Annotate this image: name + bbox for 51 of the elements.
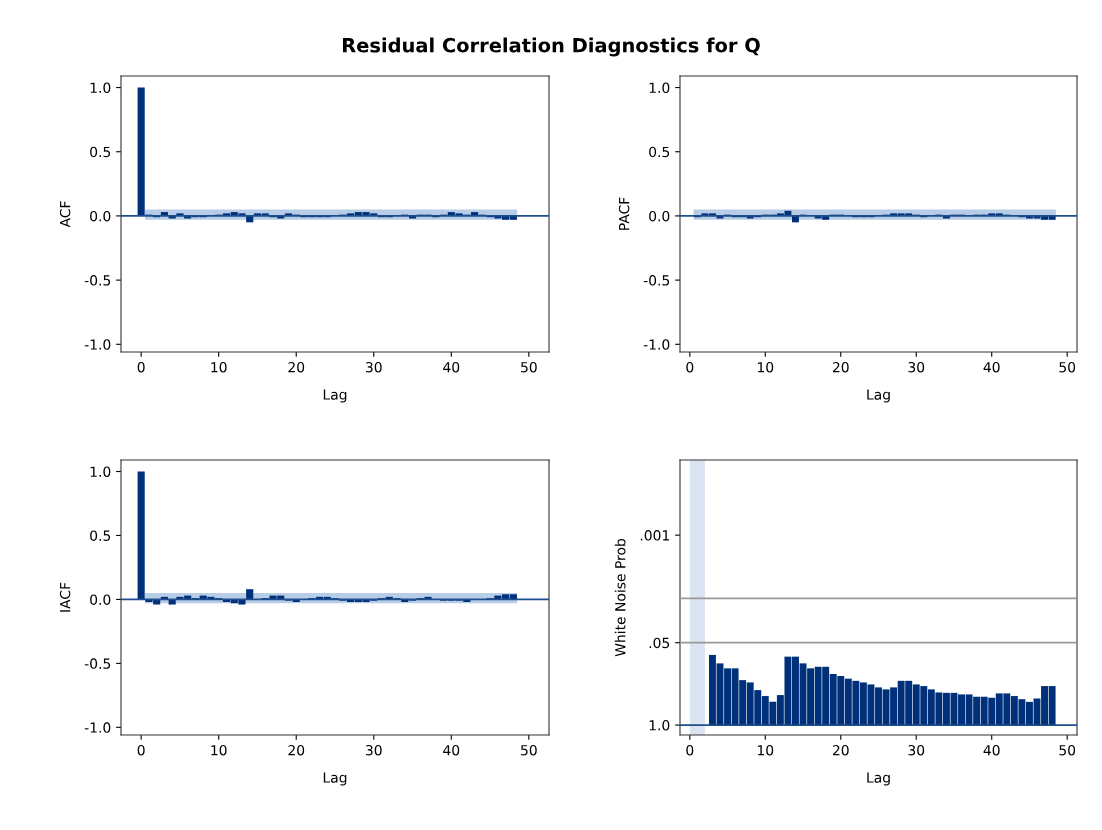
x-tick-label: 30 <box>365 361 382 373</box>
y-tick-label: -0.5 <box>643 275 670 286</box>
x-tick-label: 40 <box>443 361 460 373</box>
x-tick-label: 30 <box>908 361 925 373</box>
x-tick-label: 50 <box>521 361 537 373</box>
y-tick-label: 1.0 <box>649 720 670 731</box>
y-tick-label: 0.0 <box>90 210 111 222</box>
x-tick-label: 20 <box>288 744 305 756</box>
y-axis-title: PACF <box>618 197 630 230</box>
x-tick-label: 50 <box>1059 361 1076 373</box>
x-tick-label: 0 <box>686 361 694 373</box>
x-tick-label: 30 <box>908 744 925 756</box>
x-tick-label: 40 <box>983 744 1000 756</box>
x-tick-label: 10 <box>757 361 774 373</box>
y-axis-title: ACF <box>59 201 71 228</box>
chart-title: Residual Correlation Diagnostics for Q <box>342 37 760 57</box>
x-tick-label: 10 <box>757 744 774 756</box>
y-tick-label: 0.0 <box>90 594 111 605</box>
y-tick-label: .05 <box>649 637 670 649</box>
x-tick-label: 0 <box>137 744 145 756</box>
y-tick-label: .001 <box>640 530 669 541</box>
y-tick-label: -1.0 <box>84 722 111 733</box>
x-axis-title: Lag <box>323 772 347 786</box>
y-axis-title: White Noise Prob <box>614 538 626 657</box>
x-tick-label: 50 <box>521 744 537 756</box>
x-axis-title: Lag <box>323 389 347 403</box>
x-tick-label: 0 <box>137 361 145 373</box>
y-axis-title: IACF <box>59 582 71 612</box>
y-tick-label: -1.0 <box>643 339 670 350</box>
x-tick-label: 10 <box>211 744 227 756</box>
y-tick-label: -0.5 <box>84 658 111 669</box>
x-axis-title: Lag <box>867 772 890 786</box>
y-tick-label: 0.5 <box>649 146 670 158</box>
y-tick-label: 0.0 <box>649 210 670 222</box>
x-tick-label: 50 <box>1059 744 1076 756</box>
y-tick-label: -0.5 <box>84 275 111 286</box>
x-tick-label: 10 <box>211 361 227 373</box>
y-tick-label: 1.0 <box>90 82 111 94</box>
x-tick-label: 0 <box>686 744 694 756</box>
x-tick-label: 20 <box>832 361 849 373</box>
y-tick-label: 0.5 <box>90 530 111 541</box>
x-tick-label: 20 <box>288 361 305 373</box>
x-tick-label: 40 <box>443 744 460 756</box>
y-tick-label: -1.0 <box>84 339 111 350</box>
y-tick-label: 0.5 <box>90 146 111 158</box>
x-tick-label: 20 <box>832 744 849 756</box>
y-tick-label: 1.0 <box>90 466 111 477</box>
x-tick-label: 30 <box>365 744 382 756</box>
x-axis-title: Lag <box>867 389 890 403</box>
x-tick-label: 40 <box>983 361 1000 373</box>
y-tick-label: 1.0 <box>649 82 670 94</box>
